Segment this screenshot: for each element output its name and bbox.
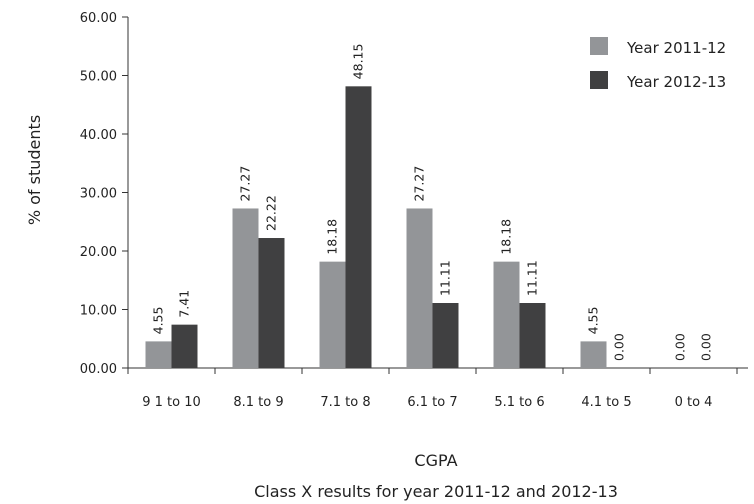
x-axis: 9 1 to 10 8.1 to 9 7.1 to 8 6.1 to 7 5.1 to … bbox=[127, 367, 748, 410]
data-label: 4.55 bbox=[151, 307, 166, 335]
y-tick-label: 10.00 bbox=[80, 304, 117, 319]
bar bbox=[258, 238, 285, 368]
data-label: 0.00 bbox=[673, 333, 688, 361]
legend-swatch bbox=[590, 37, 608, 55]
y-tick-label: 00.00 bbox=[80, 362, 117, 377]
x-tick-label: 5.1 to 6 bbox=[494, 395, 544, 410]
y-tick-label: 50.00 bbox=[80, 70, 117, 85]
data-label: 18.18 bbox=[325, 219, 340, 255]
x-tick-label: 6.1 to 7 bbox=[407, 395, 457, 410]
y-tick-label: 30.00 bbox=[80, 187, 117, 202]
x-tick-label: 4.1 to 5 bbox=[581, 395, 631, 410]
bar bbox=[319, 261, 346, 368]
x-tick-label: 8.1 to 9 bbox=[233, 395, 283, 410]
y-axis-title: % of students bbox=[25, 115, 44, 225]
data-labels: 4.55 7.41 27.27 22.22 18.18 48.15 27.27 11.11 18… bbox=[151, 44, 714, 361]
data-label: 18.18 bbox=[499, 219, 514, 255]
x-tick-label: 9 1 to 10 bbox=[142, 395, 201, 410]
chart-title: Class X results for year 2011-12 and 201… bbox=[254, 482, 618, 501]
x-tick-label: 0 to 4 bbox=[675, 395, 713, 410]
data-label: 48.15 bbox=[351, 44, 366, 80]
bar bbox=[232, 208, 259, 368]
data-label: 7.41 bbox=[177, 290, 192, 318]
data-label: 27.27 bbox=[238, 166, 253, 202]
data-label: 11.11 bbox=[525, 260, 540, 296]
data-label: 0.00 bbox=[699, 333, 714, 361]
y-tick-label: 60.00 bbox=[80, 11, 117, 26]
bar bbox=[171, 324, 198, 368]
bar bbox=[345, 86, 372, 368]
bars bbox=[145, 86, 607, 368]
data-label: 0.00 bbox=[612, 333, 627, 361]
bar bbox=[406, 208, 433, 368]
bar bbox=[145, 341, 172, 368]
data-label: 22.22 bbox=[264, 195, 279, 231]
x-tick-label: 7.1 to 8 bbox=[320, 395, 370, 410]
data-label: 4.55 bbox=[586, 307, 601, 335]
bar bbox=[580, 341, 607, 368]
bar bbox=[493, 261, 520, 368]
bar bbox=[519, 303, 546, 368]
legend-label: Year 2012-13 bbox=[626, 73, 726, 91]
data-label: 11.11 bbox=[438, 260, 453, 296]
legend: Year 2011-12 Year 2012-13 bbox=[590, 37, 726, 91]
x-axis-title: CGPA bbox=[414, 451, 457, 470]
bar bbox=[432, 303, 459, 368]
y-tick-label: 40.00 bbox=[80, 128, 117, 143]
y-axis: 00.00 10.00 20.00 30.00 40.00 50.00 60.00 bbox=[80, 11, 129, 377]
legend-label: Year 2011-12 bbox=[626, 39, 726, 57]
data-label: 27.27 bbox=[412, 166, 427, 202]
legend-swatch bbox=[590, 71, 608, 89]
y-tick-label: 20.00 bbox=[80, 245, 117, 260]
